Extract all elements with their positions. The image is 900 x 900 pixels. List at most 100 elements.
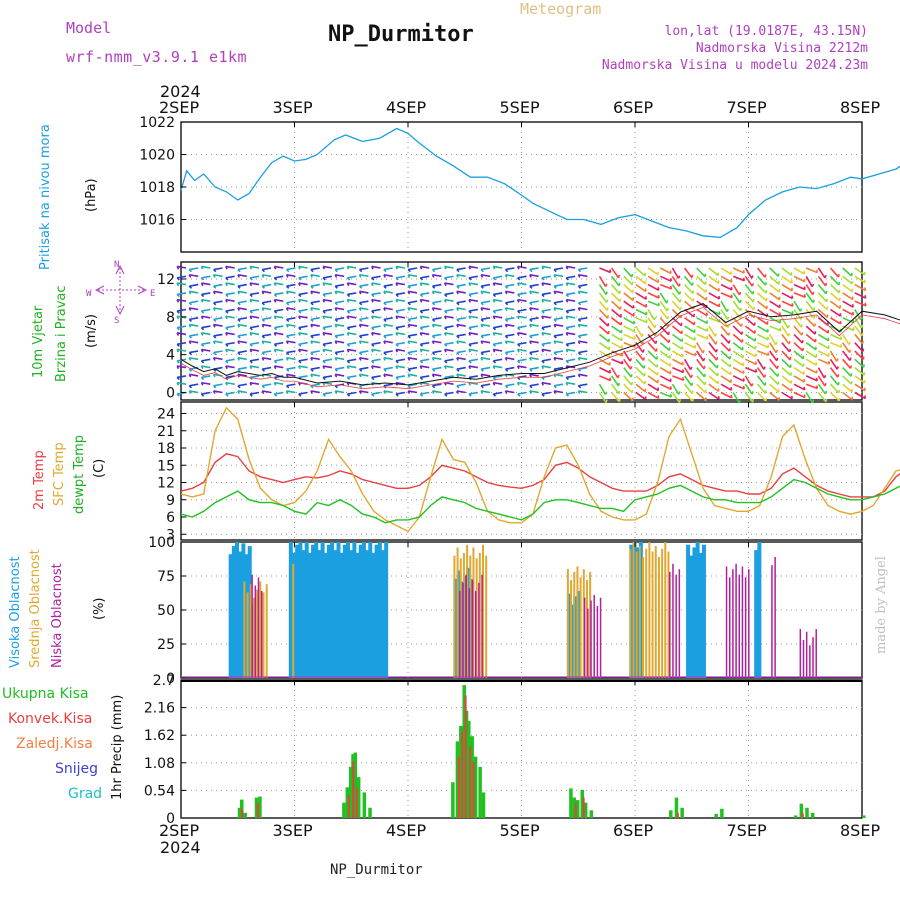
wind-barb-tip — [346, 327, 351, 331]
wind-barb-tip — [815, 377, 818, 381]
wind-barb — [756, 267, 766, 278]
wind-barb-tip — [358, 368, 363, 372]
wind-barb-tip — [395, 393, 399, 397]
low-cloud-ylabel: Niska Oblacnost — [50, 563, 65, 668]
wind-barb — [310, 390, 320, 394]
wind-barb — [420, 325, 430, 329]
wind-barb-tip — [553, 357, 557, 361]
wind-barb-tip — [237, 357, 240, 361]
wind-barb — [322, 308, 333, 312]
wind-barb — [493, 348, 503, 352]
wind-barb — [249, 341, 260, 346]
wind-barb-tip — [298, 293, 302, 298]
cloud-mid-bar — [579, 577, 582, 678]
wind-barb-tip — [200, 282, 204, 287]
wind-barb — [610, 267, 620, 279]
wind-barb — [383, 300, 393, 304]
wind-barb-tip — [310, 357, 313, 361]
wind-barb — [493, 298, 503, 302]
wind-barb — [659, 267, 672, 275]
wind-barb — [493, 341, 503, 346]
wind-barb-tip — [298, 310, 302, 314]
wind-barb — [817, 267, 826, 279]
wind-barb-tip — [630, 373, 633, 378]
wind-barb — [720, 383, 732, 391]
wind-barb-tip — [237, 307, 240, 311]
cloud-high-bar — [380, 550, 385, 678]
wind-barb-tip — [176, 332, 180, 336]
cloud-high-bar — [311, 544, 316, 678]
wind-barb — [225, 265, 235, 269]
wind-barb — [635, 367, 645, 377]
wind-barb-tip — [812, 307, 816, 311]
cloud-mid-bar — [645, 548, 648, 678]
cloud-low-bar — [459, 590, 461, 678]
wind-barb — [322, 341, 333, 346]
wind-barb — [249, 381, 260, 385]
wind-barb-tip — [395, 332, 399, 336]
wind-barb-tip — [431, 274, 435, 278]
wind-barb — [456, 366, 466, 370]
wind-barb — [517, 332, 527, 336]
wind-barb — [189, 283, 199, 287]
wind-barb-tip — [468, 310, 472, 314]
wind-barb-tip — [200, 293, 205, 298]
bottom-day-label: 7SEP — [726, 821, 767, 840]
wind-barb-tip — [764, 274, 767, 278]
cloud-low-bar — [478, 582, 480, 678]
wind-barb — [830, 300, 841, 310]
wind-barb-tip — [492, 382, 496, 386]
wind-barb-tip — [799, 308, 803, 312]
wind-barb — [781, 283, 793, 292]
legend-total-rain: Ukupna Kisa — [2, 686, 89, 702]
wind-barb — [541, 298, 551, 302]
wind-barb — [468, 358, 478, 362]
wind-barb-tip — [237, 274, 240, 278]
wind-barb-tip — [716, 356, 719, 361]
wind-barb-tip — [383, 357, 386, 361]
wind-barb-tip — [850, 373, 853, 377]
wind-barb — [298, 275, 308, 279]
wind-barb-tip — [468, 332, 472, 336]
y-tick-label: 50 — [157, 603, 175, 619]
wind-barb — [553, 267, 564, 271]
wind-barb — [854, 391, 866, 400]
wind-barb — [842, 292, 854, 301]
wind-barb — [830, 292, 841, 302]
wind-barb-tip — [480, 385, 484, 389]
precip-convective-bar — [801, 812, 804, 818]
wind-barb — [383, 350, 393, 354]
precip-total-bar — [583, 802, 588, 818]
wind-barb-tip — [285, 390, 289, 394]
wind-barb — [249, 292, 260, 296]
wind-barb — [335, 356, 345, 361]
wind-barb — [732, 267, 745, 274]
wind-barb — [493, 391, 503, 395]
top-day-label: 8SEP — [840, 98, 881, 117]
wind-barb — [176, 275, 187, 279]
wind-barb — [683, 383, 693, 395]
wind-barb-tip — [691, 398, 695, 402]
cloud-high-bar — [377, 542, 382, 678]
wind-barb — [529, 356, 539, 361]
wind-barb — [444, 391, 454, 395]
wind-barb — [274, 365, 284, 369]
wind-barb-tip — [541, 299, 544, 303]
wind-barb-tip — [641, 341, 645, 345]
wind-barb — [805, 284, 814, 296]
wind-barb — [432, 283, 442, 287]
wind-barb-tip — [249, 382, 253, 386]
wind-barb — [395, 282, 406, 286]
wind-barb-tip — [237, 335, 241, 339]
wind-barb-tip — [419, 393, 424, 397]
wind-barb-tip — [811, 283, 815, 288]
wind-barb-tip — [703, 373, 706, 377]
wind-barb-tip — [742, 277, 746, 281]
wind-barb — [793, 267, 805, 275]
wind-barb — [505, 267, 515, 271]
cloud-mid-bar — [664, 542, 667, 678]
wind-barb-tip — [310, 318, 314, 323]
temp-dewpt-line — [180, 478, 900, 524]
wind-barb-tip — [261, 268, 265, 273]
wind-barb — [444, 282, 454, 286]
